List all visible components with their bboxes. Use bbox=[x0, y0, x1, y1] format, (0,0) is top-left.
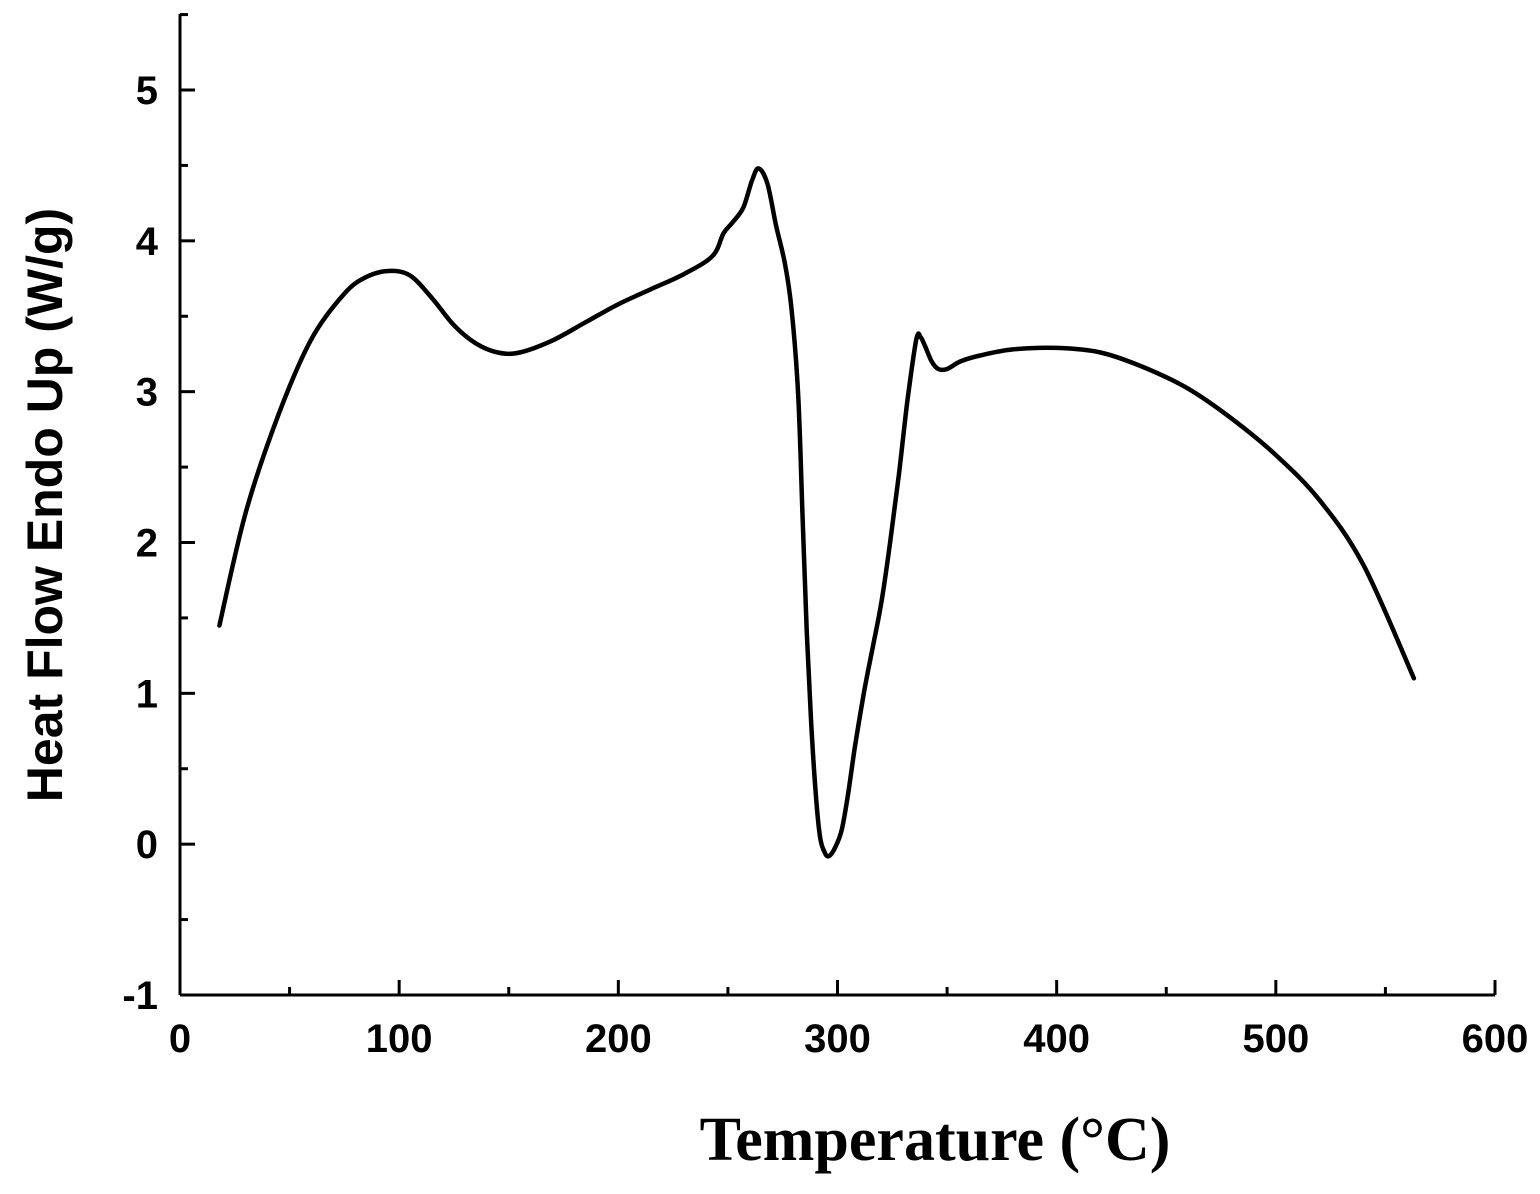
x-tick-label: 500 bbox=[1242, 1017, 1309, 1061]
y-axis-label: Heat Flow Endo Up (W/g) bbox=[17, 208, 73, 802]
y-tick-label: -1 bbox=[122, 974, 158, 1018]
x-tick-label: 100 bbox=[366, 1017, 433, 1061]
x-tick-label: 0 bbox=[169, 1017, 191, 1061]
x-tick-label: 600 bbox=[1462, 1017, 1529, 1061]
ticks bbox=[178, 13, 1497, 997]
x-axis-label: Temperature (°C) bbox=[700, 1106, 1171, 1174]
y-tick-label: 5 bbox=[136, 69, 158, 113]
y-tick-label: 3 bbox=[136, 371, 158, 415]
y-tick-label: 2 bbox=[136, 522, 158, 566]
axes bbox=[178, 14, 1495, 997]
series-line bbox=[217, 166, 1417, 859]
x-tick-label: 400 bbox=[1023, 1017, 1090, 1061]
x-tick-label: 300 bbox=[804, 1017, 871, 1061]
x-tick-label: 200 bbox=[585, 1017, 652, 1061]
y-tick-label: 4 bbox=[136, 220, 159, 264]
y-tick-label: 0 bbox=[136, 823, 158, 867]
y-tick-label: 1 bbox=[136, 672, 158, 716]
